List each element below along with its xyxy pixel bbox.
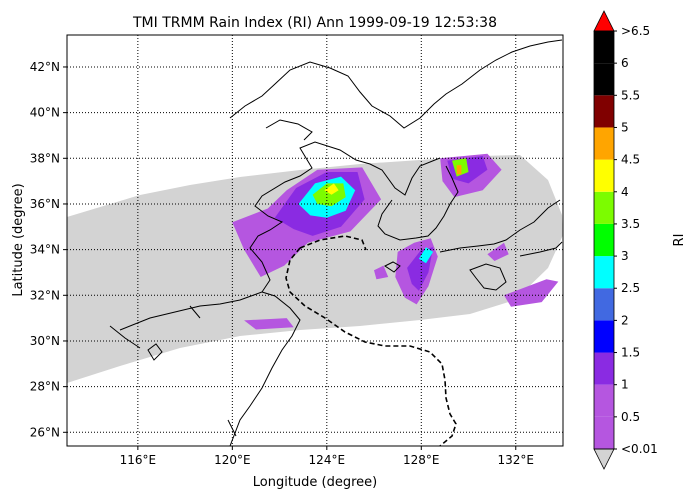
y-tick-label-1: 28°N <box>30 380 60 394</box>
colorbar: <0.01 0.5 1 1.5 2 2.5 3 3.5 4 4.5 5 5.5 6 >6.5 <box>593 10 658 470</box>
rain-area-12 <box>244 318 294 330</box>
rain-area-15 <box>487 242 509 261</box>
colorbar-segment-9 <box>594 127 614 160</box>
x-axis: 116°E 120°E 124°E 128°E 132°E <box>120 446 534 467</box>
y-tick-label-8: 42°N <box>30 60 60 74</box>
y-tick-label-7: 40°N <box>30 106 60 120</box>
colorbar-segment-10 <box>594 95 614 128</box>
colorbar-segment-8 <box>594 159 614 192</box>
colorbar-tick-label-10: 5.5 <box>621 88 640 102</box>
colorbar-under-label: <0.01 <box>621 442 658 456</box>
colorbar-tick-label-5: 3 <box>621 249 629 263</box>
x-tick-label-2: 124°E <box>309 453 346 467</box>
map-title: TMI TRMM Rain Index (RI) Ann 1999-09-19 … <box>132 15 497 31</box>
colorbar-tick-label-0: 0.5 <box>621 410 640 424</box>
x-tick-label-1: 120°E <box>214 453 251 467</box>
y-tick-label-6: 38°N <box>30 151 60 165</box>
y-axis-label: Latitude (degree) <box>11 183 26 296</box>
colorbar-segment-4 <box>594 288 614 321</box>
rain-area-13 <box>374 265 389 280</box>
island-taiwan <box>147 343 163 361</box>
coastlines <box>109 39 563 446</box>
x-tick-label-3: 128°E <box>403 453 440 467</box>
colorbar-tick-label-8: 4.5 <box>621 153 640 167</box>
colorbar-over-arrow <box>593 10 615 32</box>
colorbar-under-arrow <box>593 448 615 470</box>
colorbar-segment-5 <box>594 256 614 289</box>
colorbar-segment-6 <box>594 223 614 257</box>
coastline-north <box>229 39 563 129</box>
y-tick-label-3: 32°N <box>30 288 60 302</box>
y-tick-label-0: 26°N <box>30 425 60 439</box>
y-tick-label-4: 34°N <box>30 243 60 257</box>
colorbar-tick-label-6: 3.5 <box>621 217 640 231</box>
coastline-shandong <box>265 119 313 141</box>
colorbar-tick-label-3: 2 <box>621 313 629 327</box>
colorbar-segment-3 <box>594 320 614 353</box>
y-tick-label-5: 36°N <box>30 197 60 211</box>
colorbar-segment-11 <box>594 63 614 96</box>
colorbar-over-label: >6.5 <box>621 24 650 38</box>
x-axis-label: Longitude (degree) <box>253 475 378 490</box>
colorbar-tick-label-1: 1 <box>621 378 629 392</box>
gridlines <box>67 35 563 446</box>
y-tick-label-2: 30°N <box>30 334 60 348</box>
colorbar-tick-label-4: 2.5 <box>621 281 640 295</box>
rain-area-4 <box>324 183 339 195</box>
x-tick-label-4: 132°E <box>498 453 535 467</box>
colorbar-segment-12 <box>594 31 614 64</box>
island-jeju <box>384 261 401 273</box>
coastline-china <box>119 141 441 331</box>
satellite-swath <box>67 155 563 383</box>
colorbar-segment-1 <box>594 384 614 417</box>
colorbar-tick-label-7: 4 <box>621 185 629 199</box>
colorbar-tick-label-2: 1.5 <box>621 346 640 360</box>
colorbar-frame <box>593 30 615 450</box>
rain-area-14 <box>504 279 559 307</box>
colorbar-segment-0 <box>594 416 614 449</box>
colorbar-tick-label-11: 6 <box>621 56 629 70</box>
rain-area-7 <box>418 247 434 264</box>
colorbar-tick-label-9: 5 <box>621 120 629 134</box>
colorbar-segment-7 <box>594 191 614 224</box>
colorbar-segment-2 <box>594 352 614 385</box>
coastline-korea <box>377 165 459 241</box>
dashed-boundary <box>285 235 457 446</box>
coastline-china-south <box>229 291 301 446</box>
rain-area-11 <box>456 165 462 175</box>
colorbar-label: RI <box>672 234 687 247</box>
plot-frame <box>66 34 564 447</box>
y-axis: 26°N 28°N 30°N 32°N 34°N 36°N 38°N 40°N 42°N <box>30 60 67 439</box>
x-tick-label-0: 116°E <box>120 453 157 467</box>
